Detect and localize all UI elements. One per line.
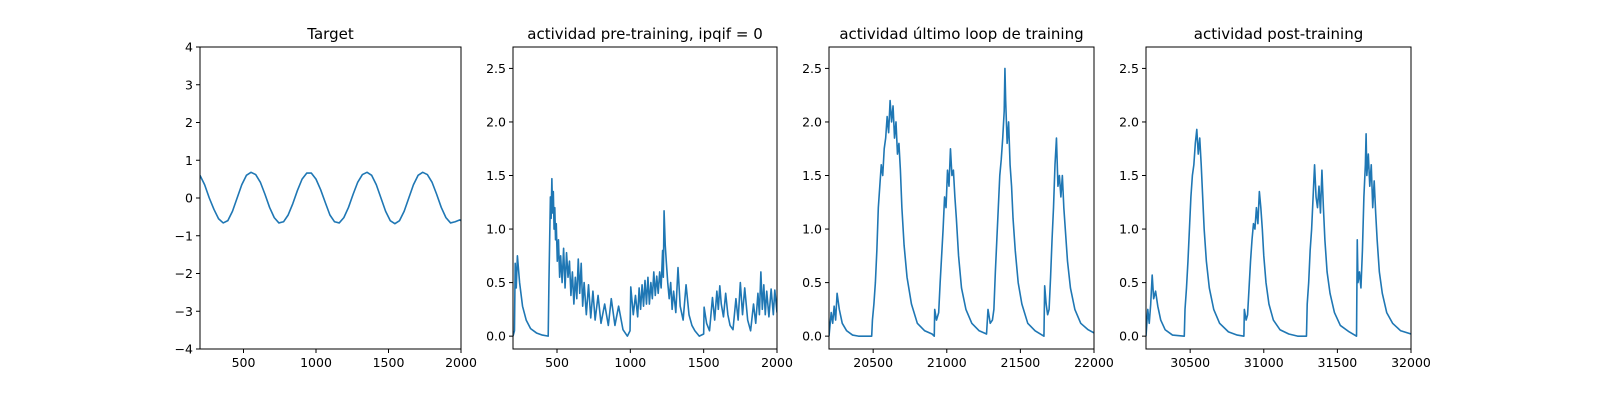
x-tick-label: 21000	[927, 355, 967, 370]
axes-frame	[199, 46, 462, 350]
axes-frame	[828, 46, 1095, 350]
subplot-pre-training: actividad pre-training, ipqif = 0 500 1000…	[486, 25, 793, 370]
y-tick-label: 0.5	[486, 275, 506, 290]
subplot-target: Target 500 1000 1500 2000 −4 −3 −2 −1 0 1 2 3 4	[175, 25, 477, 370]
series-line	[200, 171, 461, 225]
chart-title: Target	[306, 25, 354, 43]
y-tick-label: 0.0	[802, 329, 822, 344]
y-tick-label: 2.0	[1119, 114, 1139, 129]
y-tick-label: 2.5	[1119, 61, 1139, 76]
x-tick-label: 31000	[1244, 355, 1284, 370]
y-tick-label: 0.5	[1119, 275, 1139, 290]
y-tick-label: 1.0	[802, 222, 822, 237]
y-tick-label: −3	[175, 304, 193, 319]
x-tick-label: 1500	[373, 355, 405, 370]
subplot-last-training-loop: actividad último loop de training 20500 21…	[802, 25, 1114, 370]
chart-title: actividad último loop de training	[839, 25, 1083, 43]
x-tick-label: 21500	[1001, 355, 1041, 370]
series-line	[829, 67, 1094, 337]
y-tick-label: 3	[185, 77, 193, 92]
x-tick-label: 500	[545, 355, 569, 370]
y-tick-label: −1	[175, 228, 193, 243]
x-tick-label: 500	[232, 355, 256, 370]
x-tick-label: 1500	[688, 355, 720, 370]
series-line	[513, 177, 777, 337]
chart-title: actividad post-training	[1194, 25, 1363, 43]
y-tick-label: 0	[185, 191, 193, 206]
x-tick-label: 1000	[300, 355, 332, 370]
y-tick-label: 2.0	[486, 114, 506, 129]
y-tick-label: 4	[185, 40, 193, 55]
x-tick-label: 2000	[445, 355, 477, 370]
y-tick-label: −4	[175, 342, 193, 357]
series-line	[1146, 128, 1411, 337]
x-tick-label: 20500	[853, 355, 893, 370]
x-tick-label: 32000	[1391, 355, 1431, 370]
axes-frame	[1145, 46, 1412, 350]
y-tick-label: 1.0	[1119, 222, 1139, 237]
y-tick-label: 2.0	[802, 114, 822, 129]
y-tick-label: −2	[175, 266, 193, 281]
x-tick-label: 31500	[1318, 355, 1358, 370]
y-tick-label: 0.0	[1119, 329, 1139, 344]
x-tick-label: 22000	[1074, 355, 1114, 370]
y-tick-label: 1	[185, 153, 193, 168]
y-tick-label: 1.5	[486, 168, 506, 183]
axes-frame	[512, 46, 778, 350]
y-tick-label: 0.5	[802, 275, 822, 290]
x-tick-label: 30500	[1170, 355, 1210, 370]
chart-title: actividad pre-training, ipqif = 0	[527, 25, 763, 43]
x-tick-label: 2000	[761, 355, 793, 370]
subplot-post-training: actividad post-training 30500 31000 31500 32…	[1119, 25, 1431, 370]
y-tick-label: 2.5	[802, 61, 822, 76]
y-tick-label: 1.5	[1119, 168, 1139, 183]
y-tick-label: 2	[185, 115, 193, 130]
y-tick-label: 1.0	[486, 222, 506, 237]
y-tick-label: 1.5	[802, 168, 822, 183]
y-tick-label: 0.0	[486, 329, 506, 344]
y-tick-label: 2.5	[486, 61, 506, 76]
x-tick-label: 1000	[614, 355, 646, 370]
